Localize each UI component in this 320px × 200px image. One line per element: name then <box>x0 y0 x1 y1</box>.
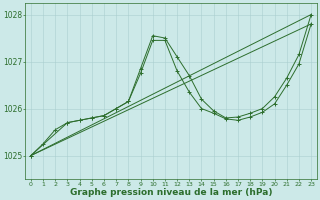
X-axis label: Graphe pression niveau de la mer (hPa): Graphe pression niveau de la mer (hPa) <box>70 188 272 197</box>
